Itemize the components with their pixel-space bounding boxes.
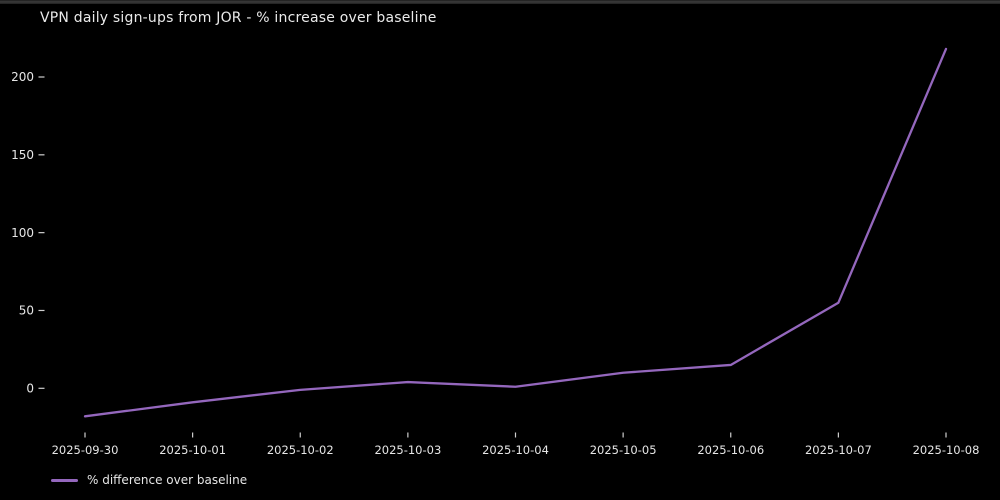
y-tick-label: 50 [19,304,34,318]
x-tick-label: 2025-10-04 [482,443,549,457]
chart-title: VPN daily sign-ups from JOR - % increase… [40,10,437,26]
legend-label: % difference over baseline [87,473,248,487]
legend-line-swatch [51,478,78,482]
x-tick-label: 2025-10-08 [913,443,980,457]
y-tick-label: 200 [11,70,34,84]
y-tick-label: 0 [26,382,34,396]
y-tick-label: 150 [11,148,34,162]
x-tick-label: 2025-09-30 [52,443,119,457]
line-series [83,47,948,418]
x-tick-label: 2025-10-05 [590,443,657,457]
y-tick-label: 100 [11,226,34,240]
x-tick-label: 2025-10-02 [267,443,334,457]
window-top-edge [0,0,1000,4]
x-tick-label: 2025-10-07 [805,443,872,457]
x-tick-label: 2025-10-06 [697,443,764,457]
legend: % difference over baseline [51,473,247,487]
x-tick-label: 2025-10-01 [159,443,226,457]
x-tick-label: 2025-10-03 [374,443,441,457]
